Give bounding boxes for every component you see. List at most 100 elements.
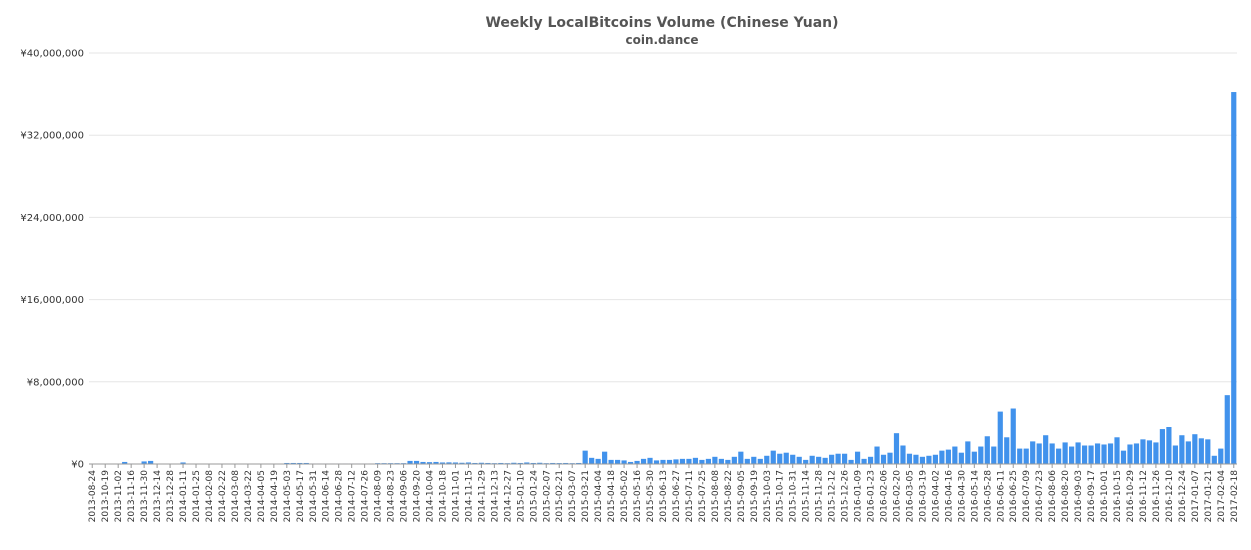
bar [472,462,478,464]
x-tick-label: 2014-05-17 [296,470,306,522]
bar [913,454,919,464]
bar [790,454,796,464]
bar [1049,443,1055,464]
bar [699,459,705,464]
x-tick-label: 2015-10-03 [763,470,773,522]
x-tick-label: 2013-11-02 [114,470,124,522]
x-tick-label: 2015-08-22 [724,470,734,522]
x-tick-label: 2014-12-27 [503,470,513,522]
bar [939,450,945,464]
bar [1120,450,1127,464]
bar [1081,445,1088,464]
x-tick-label: 2015-01-10 [516,470,526,523]
bar [640,458,647,464]
bar [1140,439,1146,464]
x-tick-label: 2015-11-28 [815,470,825,523]
bar [647,457,653,464]
y-tick-label: ¥8,000,000 [27,377,84,388]
x-tick-label: 2015-07-25 [698,470,708,522]
bar [1043,435,1049,464]
x-tick-label: 2014-11-29 [477,470,487,523]
x-tick-label: 2014-08-23 [387,470,397,522]
x-tick-label: 2014-05-03 [283,470,293,522]
bar [602,451,608,464]
x-tick-label: 2014-08-09 [374,470,384,523]
bar [848,459,854,464]
bar [796,456,802,464]
x-tick-label: 2013-08-24 [88,470,98,523]
bar [1185,441,1191,464]
x-tick-label: 2015-07-11 [685,470,695,522]
bar [1211,455,1217,464]
bar [1056,448,1062,464]
bar [770,450,776,464]
bar [1004,437,1010,464]
x-tick-label: 2016-06-11 [996,470,1006,522]
bar [615,459,621,464]
bar [705,458,711,464]
bar [906,453,913,464]
bar [861,458,867,464]
bar [679,458,686,464]
x-tick-label: 2014-09-06 [400,470,410,523]
x-tick-label: 2016-12-24 [1178,470,1188,523]
bar [1030,441,1036,464]
x-tick-label: 2015-04-18 [607,470,617,523]
x-tick-label: 2015-03-21 [581,470,591,522]
x-tick-label: 2013-12-14 [153,470,163,523]
x-tick-label: 2016-11-26 [1152,470,1162,523]
bar [854,451,861,464]
chart-title: Weekly LocalBitcoins Volume (Chinese Yua… [485,15,838,31]
bar [997,411,1003,464]
x-tick-label: 2015-02-21 [555,470,565,522]
x-tick-label: 2017-01-21 [1204,470,1214,522]
bar [653,460,660,464]
x-tick-label: 2014-11-15 [464,470,474,522]
x-tick-label: 2014-02-08 [205,470,215,523]
x-tick-label: 2016-01-23 [867,470,877,522]
bar [919,456,926,464]
bar [530,462,536,464]
x-tick-label: 2015-09-19 [750,470,760,523]
bar [1114,437,1120,464]
bar [1153,442,1159,464]
bar [576,462,582,464]
x-tick-label: 2015-08-08 [711,470,721,523]
x-tick-label: 2016-10-29 [1126,470,1136,523]
bar [1159,429,1166,464]
bar [621,460,627,464]
x-tick-label: 2016-05-14 [970,470,980,523]
bar [1036,443,1042,464]
x-tick-label: 2014-09-20 [413,470,423,523]
x-tick-label: 2016-02-20 [892,470,902,523]
x-tick-label: 2013-11-16 [127,470,137,523]
bar [777,453,783,464]
bar [303,462,309,464]
bar [433,461,439,464]
bar [1023,448,1029,464]
x-tick-label: 2016-03-19 [918,470,928,523]
x-tick-label: 2017-02-18 [1230,470,1240,523]
x-tick-label: 2015-06-27 [672,470,682,522]
bar [666,459,673,464]
x-tick-label: 2016-06-25 [1009,470,1019,522]
bar [718,458,724,464]
bar [1069,446,1075,464]
bar [608,459,614,464]
bar [1094,443,1101,464]
x-tick-label: 2016-09-03 [1074,470,1084,522]
x-tick-label: 2015-09-05 [737,470,747,522]
bar [783,452,789,464]
bar [563,462,569,464]
x-tick-label: 2014-01-11 [179,470,189,522]
bar [1107,443,1114,464]
bar [1101,444,1107,464]
bar [1088,445,1094,464]
bar [589,457,595,464]
bar [634,460,640,464]
bar [744,458,750,464]
bar [965,441,971,464]
bar [842,453,848,464]
x-tick-label: 2015-11-14 [802,470,812,523]
x-tick-label: 2016-07-23 [1035,470,1045,522]
